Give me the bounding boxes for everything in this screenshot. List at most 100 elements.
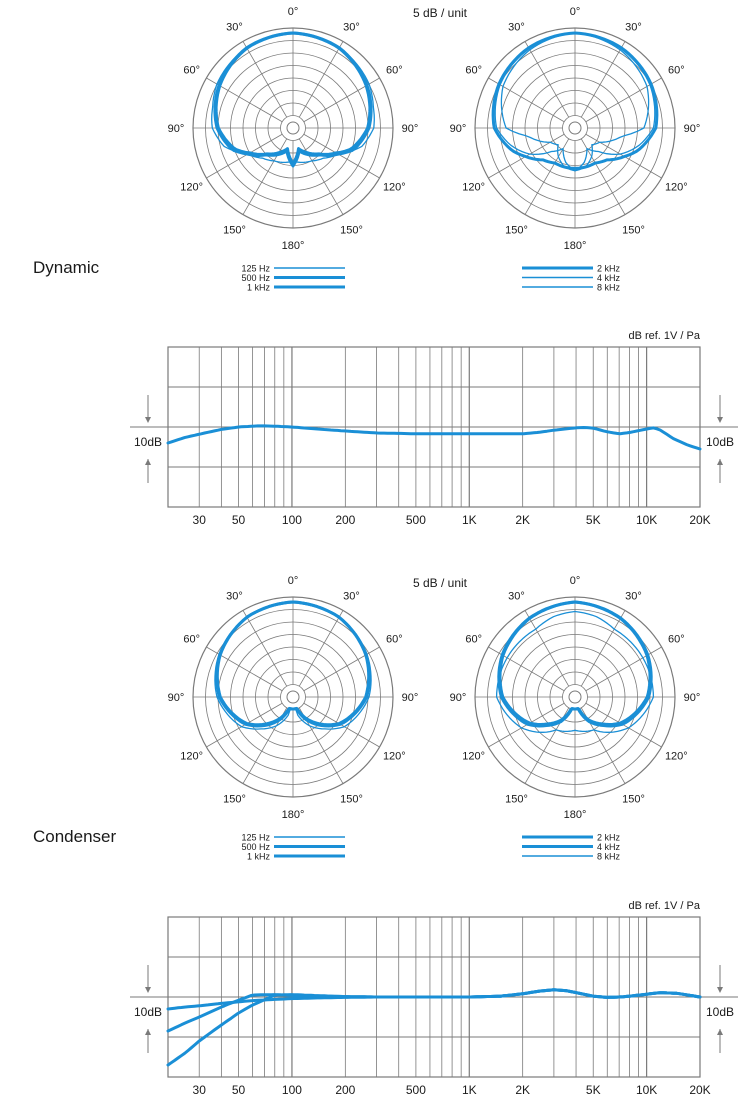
y-axis-label: dB ref. 1V / Pa [628, 900, 700, 912]
x-tick-label: 100 [282, 513, 302, 527]
angle-label: 90° [402, 123, 419, 135]
x-tick-label: 10K [636, 1083, 657, 1095]
polar-spoke [580, 41, 626, 118]
angle-label: 150° [223, 224, 246, 236]
arrow-down-head-right [717, 417, 723, 423]
polar-curve-4-khz [498, 600, 652, 726]
x-tick-label: 1K [462, 1083, 477, 1095]
y-axis-label: dB ref. 1V / Pa [628, 330, 700, 342]
x-tick-label: 5K [586, 513, 601, 527]
legend-label: 2 kHz [597, 264, 621, 274]
legend-label: 4 kHz [597, 273, 621, 283]
angle-label: 120° [665, 182, 688, 194]
angle-label: 90° [168, 692, 185, 704]
polar-spoke [298, 41, 344, 118]
polar-hub [286, 121, 300, 135]
angle-label: 120° [665, 751, 688, 763]
frequency-response-chart: 30 50 100 200 500 1K 2K 5K 10K 20K dB ref. 1V / Pa… [130, 330, 738, 527]
angle-label: 90° [684, 692, 701, 704]
angle-label: 60° [465, 634, 482, 646]
angle-label: 120° [462, 182, 485, 194]
angle-label: 150° [340, 793, 363, 805]
angle-label: 180° [282, 240, 305, 252]
polar-spoke [524, 610, 570, 687]
legend-label: 1 kHz [247, 283, 271, 293]
polar-spoke [206, 133, 283, 179]
angle-label: 90° [402, 692, 419, 704]
arrow-up-head-left [145, 459, 151, 465]
angle-label: 120° [462, 751, 485, 763]
polar-curve-8-khz [495, 610, 655, 733]
angle-label: 150° [622, 224, 645, 236]
angle-label: 120° [383, 751, 406, 763]
polar-spoke [580, 610, 626, 687]
legend-label: 8 kHz [597, 852, 621, 862]
polar-spoke [524, 41, 570, 118]
angle-label: 150° [223, 793, 246, 805]
angle-label: 120° [180, 182, 203, 194]
polar-chart-dynamic-right: 0° 30° 60° 90° 120° 150° 180° 150° 120° 90° 60° 30° [450, 6, 701, 252]
angle-label: 30° [343, 22, 360, 34]
angle-label: 0° [288, 6, 299, 18]
response-curve [166, 424, 702, 451]
angle-label: 30° [343, 591, 360, 603]
angle-label: 150° [505, 793, 528, 805]
polar-spoke [303, 133, 380, 179]
angle-label: 120° [383, 182, 406, 194]
polar-chart-condenser-left: 0° 30° 60° 90° 120° 150° 180° 150° 120° 90° 60° 30° [168, 575, 419, 821]
angle-label: 0° [570, 6, 581, 18]
x-tick-label: 100 [282, 1083, 302, 1095]
polar-hub [568, 690, 582, 704]
polar-curve-1-khz [214, 31, 372, 166]
response-curve [166, 988, 702, 1067]
legend-label: 2 kHz [597, 833, 621, 843]
polar-spoke [242, 610, 288, 687]
arrow-up-head-left [145, 1029, 151, 1035]
x-tick-label: 30 [193, 1083, 207, 1095]
polar-spoke [488, 77, 565, 123]
legend-label: 125 Hz [241, 833, 270, 843]
arrow-down-head-left [145, 987, 151, 993]
10db-label-right: 10dB [706, 435, 734, 449]
angle-label: 60° [668, 65, 685, 77]
angle-label: 30° [625, 22, 642, 34]
x-tick-label: 30 [193, 513, 207, 527]
angle-label: 60° [183, 65, 200, 77]
angle-label: 180° [564, 809, 587, 821]
angle-label: 60° [386, 634, 403, 646]
x-tick-label: 200 [335, 1083, 355, 1095]
legend-label: 8 kHz [597, 283, 621, 293]
x-tick-label: 5K [586, 1083, 601, 1095]
legend-label: 1 kHz [247, 852, 271, 862]
angle-label: 30° [226, 591, 243, 603]
arrow-up-head-right [717, 459, 723, 465]
polar-hub [568, 121, 582, 135]
x-tick-label: 10K [636, 513, 657, 527]
x-tick-label: 50 [232, 513, 246, 527]
legend-label: 500 Hz [241, 273, 270, 283]
10db-label-left: 10dB [134, 435, 162, 449]
angle-label: 150° [505, 224, 528, 236]
angle-label: 150° [340, 224, 363, 236]
10db-label-left: 10dB [134, 1005, 162, 1019]
x-tick-label: 500 [406, 1083, 426, 1095]
angle-label: 90° [684, 123, 701, 135]
polar-scale-label: 5 dB / unit [413, 576, 468, 590]
polar-curve-2-khz [491, 31, 659, 170]
section-label-condenser: Condenser [33, 827, 117, 846]
angle-label: 90° [450, 692, 467, 704]
angle-label: 30° [226, 22, 243, 34]
polar-spoke [524, 138, 570, 215]
angle-label: 60° [465, 65, 482, 77]
arrow-down-head-left [145, 417, 151, 423]
arrow-down-head-right [717, 987, 723, 993]
polar-spoke [242, 41, 288, 118]
x-tick-label: 200 [335, 513, 355, 527]
angle-label: 30° [508, 22, 525, 34]
polar-spoke [585, 77, 662, 123]
angle-label: 90° [450, 123, 467, 135]
